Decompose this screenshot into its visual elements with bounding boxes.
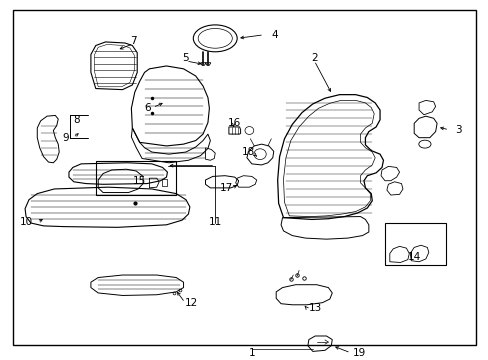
Text: 6: 6 — [144, 103, 151, 113]
Text: 3: 3 — [454, 125, 461, 135]
Text: 16: 16 — [228, 118, 241, 128]
Text: 13: 13 — [308, 303, 321, 313]
Text: 19: 19 — [352, 348, 365, 358]
Bar — [96, 161, 176, 195]
Text: 18: 18 — [241, 147, 255, 157]
Text: 2: 2 — [310, 53, 317, 63]
Text: 4: 4 — [271, 30, 278, 40]
Text: 8: 8 — [73, 115, 80, 125]
Text: 9: 9 — [62, 133, 69, 143]
Text: 7: 7 — [130, 36, 136, 46]
Text: 12: 12 — [185, 298, 198, 308]
Text: 14: 14 — [407, 252, 420, 262]
Text: 15: 15 — [133, 176, 146, 186]
Text: 10: 10 — [20, 217, 33, 227]
Text: 11: 11 — [208, 217, 222, 227]
Text: 5: 5 — [183, 53, 189, 63]
Bar — [384, 223, 445, 265]
Text: 17: 17 — [219, 183, 232, 193]
Text: 1: 1 — [248, 348, 255, 358]
